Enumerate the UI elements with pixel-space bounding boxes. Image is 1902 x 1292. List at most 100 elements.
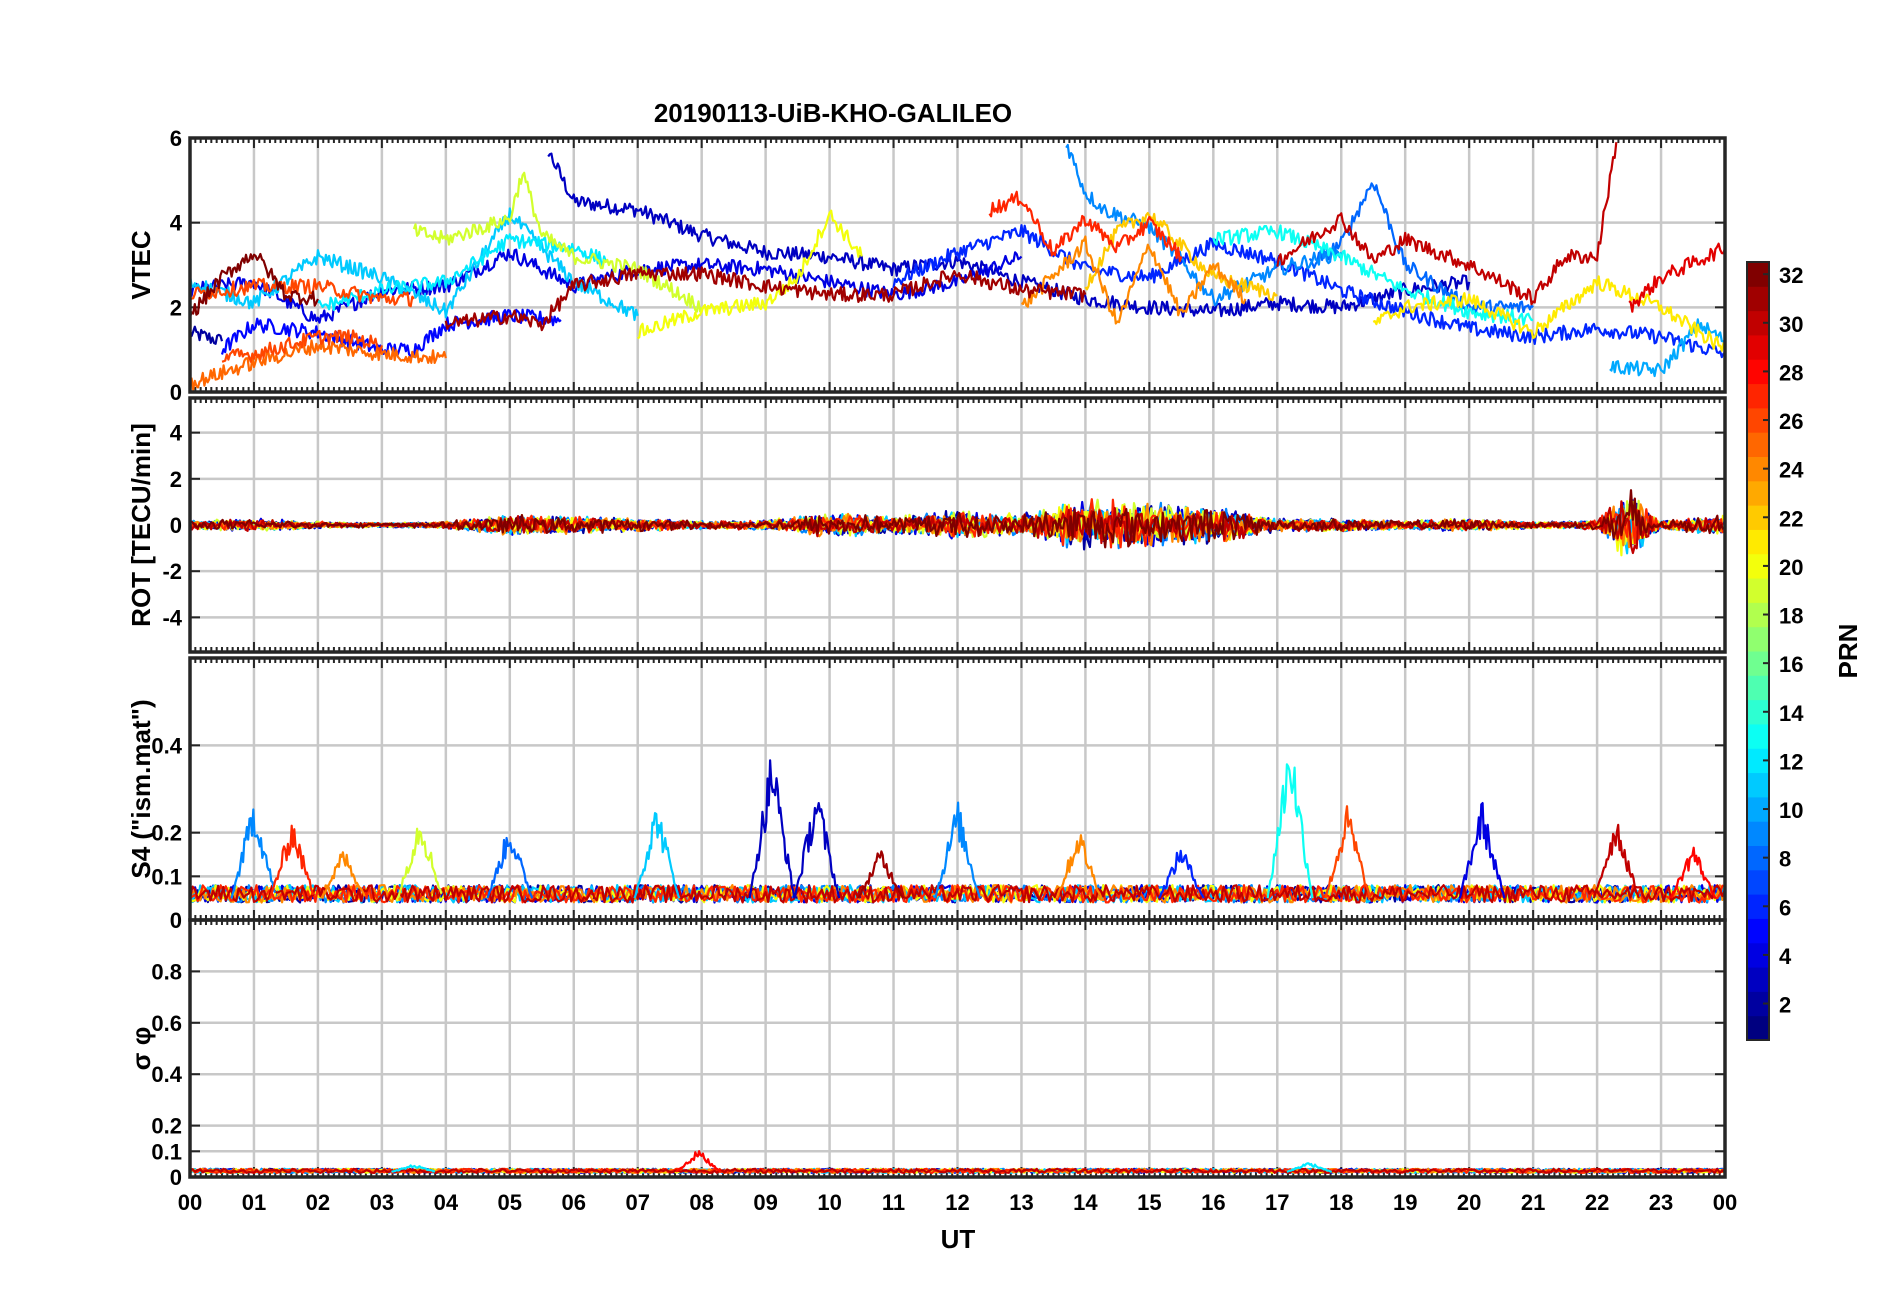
colorbar-tick-label: 12 [1779, 749, 1803, 774]
colorbar-frame [1746, 261, 1770, 1041]
colorbar-cell [1747, 894, 1769, 919]
colorbar-tick-label: 30 [1779, 312, 1803, 337]
peak-prn-31 [857, 850, 905, 899]
series-prn-29 [1628, 242, 1725, 313]
y-tick-label: 6 [170, 126, 182, 151]
peak-prn-19 [396, 827, 443, 899]
panel-rot: -4 -2 0 2 4 ROT [TECU/min] [126, 396, 1727, 654]
x-tick-label: 23 [1649, 1190, 1673, 1215]
colorbar-tick-label: 18 [1779, 604, 1803, 629]
colorbar-cell [1747, 456, 1769, 482]
series-prn-24 [1020, 235, 1247, 325]
x-tick-label: 00 [178, 1190, 202, 1215]
peak-prn-3 [793, 801, 841, 899]
colorbar-cell [1747, 651, 1769, 676]
colorbar-cell [1747, 383, 1769, 409]
x-tick-label: 14 [1073, 1190, 1098, 1215]
peak-prn-12 [391, 1164, 436, 1173]
y-tick-label: 0.8 [151, 959, 182, 984]
panel-frame [188, 396, 1727, 654]
x-tick-label: 07 [625, 1190, 649, 1215]
colorbar-tick-label: 20 [1779, 555, 1803, 580]
x-tick-label: 01 [242, 1190, 266, 1215]
peak-prn-24 [320, 851, 366, 899]
y-tick-label: 0 [170, 1165, 182, 1190]
series-prn-32 [190, 489, 1725, 549]
series-prn-31 [444, 266, 1087, 332]
y-tick-label: 0.6 [151, 1011, 182, 1036]
colorbar-cell [1747, 262, 1769, 287]
traces [190, 142, 1725, 391]
peak-prn-24 [1055, 834, 1103, 899]
colorbar-cell [1747, 967, 1769, 992]
traces [190, 1150, 1725, 1175]
series-prn-32 [190, 252, 319, 318]
colorbar-cell [1747, 432, 1769, 457]
figure-title: 20190113-UiB-KHO-GALILEO [654, 98, 1012, 128]
x-tick-label: 02 [306, 1190, 330, 1215]
x-tick-label: 18 [1329, 1190, 1353, 1215]
traces [190, 759, 1725, 904]
colorbar-cell [1747, 529, 1769, 555]
colorbar-cell [1747, 748, 1769, 774]
colorbar-cell [1747, 942, 1769, 968]
colorbar-cell [1747, 675, 1769, 701]
series-prn-21 [1372, 275, 1725, 352]
peak-prn-9 [934, 801, 981, 899]
y-tick-label: 0.1 [151, 864, 182, 889]
colorbar-tick-label: 2 [1779, 993, 1791, 1018]
panel-vtec: 0 2 4 6 VTEC [126, 126, 1727, 405]
colorbar-cell [1747, 845, 1769, 871]
colorbar-cell [1747, 699, 1769, 725]
y-axis-label: σ φ [126, 1027, 156, 1071]
series-prn-6 [892, 224, 1725, 359]
y-tick-label: 2 [170, 295, 182, 320]
y-tick-label: 0 [170, 908, 182, 933]
colorbar-cell [1747, 310, 1769, 336]
colorbar-cell [1747, 578, 1769, 603]
colorbar-tick-label: 22 [1779, 506, 1803, 531]
series-prn-20 [636, 209, 863, 340]
peak-prn-26 [1324, 805, 1372, 899]
series-prn-26 [221, 329, 383, 363]
x-tick-label: 13 [1009, 1190, 1033, 1215]
colorbar-tick-label: 16 [1779, 652, 1803, 677]
y-tick-label: 4 [170, 211, 183, 236]
series-prn-2 [190, 325, 224, 345]
panel-sigma-phi: 00.10.2 0.4 0.6 0.8 σ φ [126, 918, 1727, 1190]
peak-prn-12 [1286, 1162, 1333, 1173]
colorbar-cell [1747, 1015, 1769, 1041]
x-tick-label: 16 [1201, 1190, 1225, 1215]
colorbar-cell [1747, 626, 1769, 652]
panel-frame [188, 918, 1727, 1179]
peak-prn-30 [1592, 823, 1640, 899]
x-tick-label: 10 [817, 1190, 841, 1215]
colorbar-tick-label: 6 [1779, 895, 1791, 920]
colorbar-tick-label: 14 [1779, 701, 1804, 726]
colorbar-cell [1747, 553, 1769, 579]
x-tick-label: 11 [882, 1190, 905, 1215]
series-prn-30 [1276, 142, 1618, 306]
y-axis-label: ROT [TECU/min] [126, 423, 156, 627]
colorbar-tick-label: 8 [1779, 847, 1791, 872]
y-tick-label: -2 [162, 559, 182, 584]
peak-prn-4 [1458, 801, 1506, 899]
peak-prn-11 [633, 811, 681, 899]
colorbar-cell [1747, 723, 1769, 749]
x-axis-label: UT [941, 1224, 976, 1254]
peak-prn-28 [675, 1150, 722, 1173]
y-tick-label: -4 [162, 605, 182, 630]
colorbar-cell [1747, 334, 1769, 360]
colorbar-cell [1747, 407, 1769, 433]
colorbar-tick-label: 26 [1779, 409, 1803, 434]
colorbar-cell [1747, 772, 1769, 798]
series-prn-12 [317, 233, 607, 312]
colorbar-tick-label: 4 [1779, 944, 1792, 969]
y-tick-label: 0.2 [151, 821, 182, 846]
x-tick-label: 12 [945, 1190, 969, 1215]
panel-s4: 0 0.1 0.2 0.4S4 ("ism.mat") [126, 656, 1727, 933]
y-tick-label: 0 [170, 380, 182, 405]
series-prn-10 [1609, 318, 1725, 378]
